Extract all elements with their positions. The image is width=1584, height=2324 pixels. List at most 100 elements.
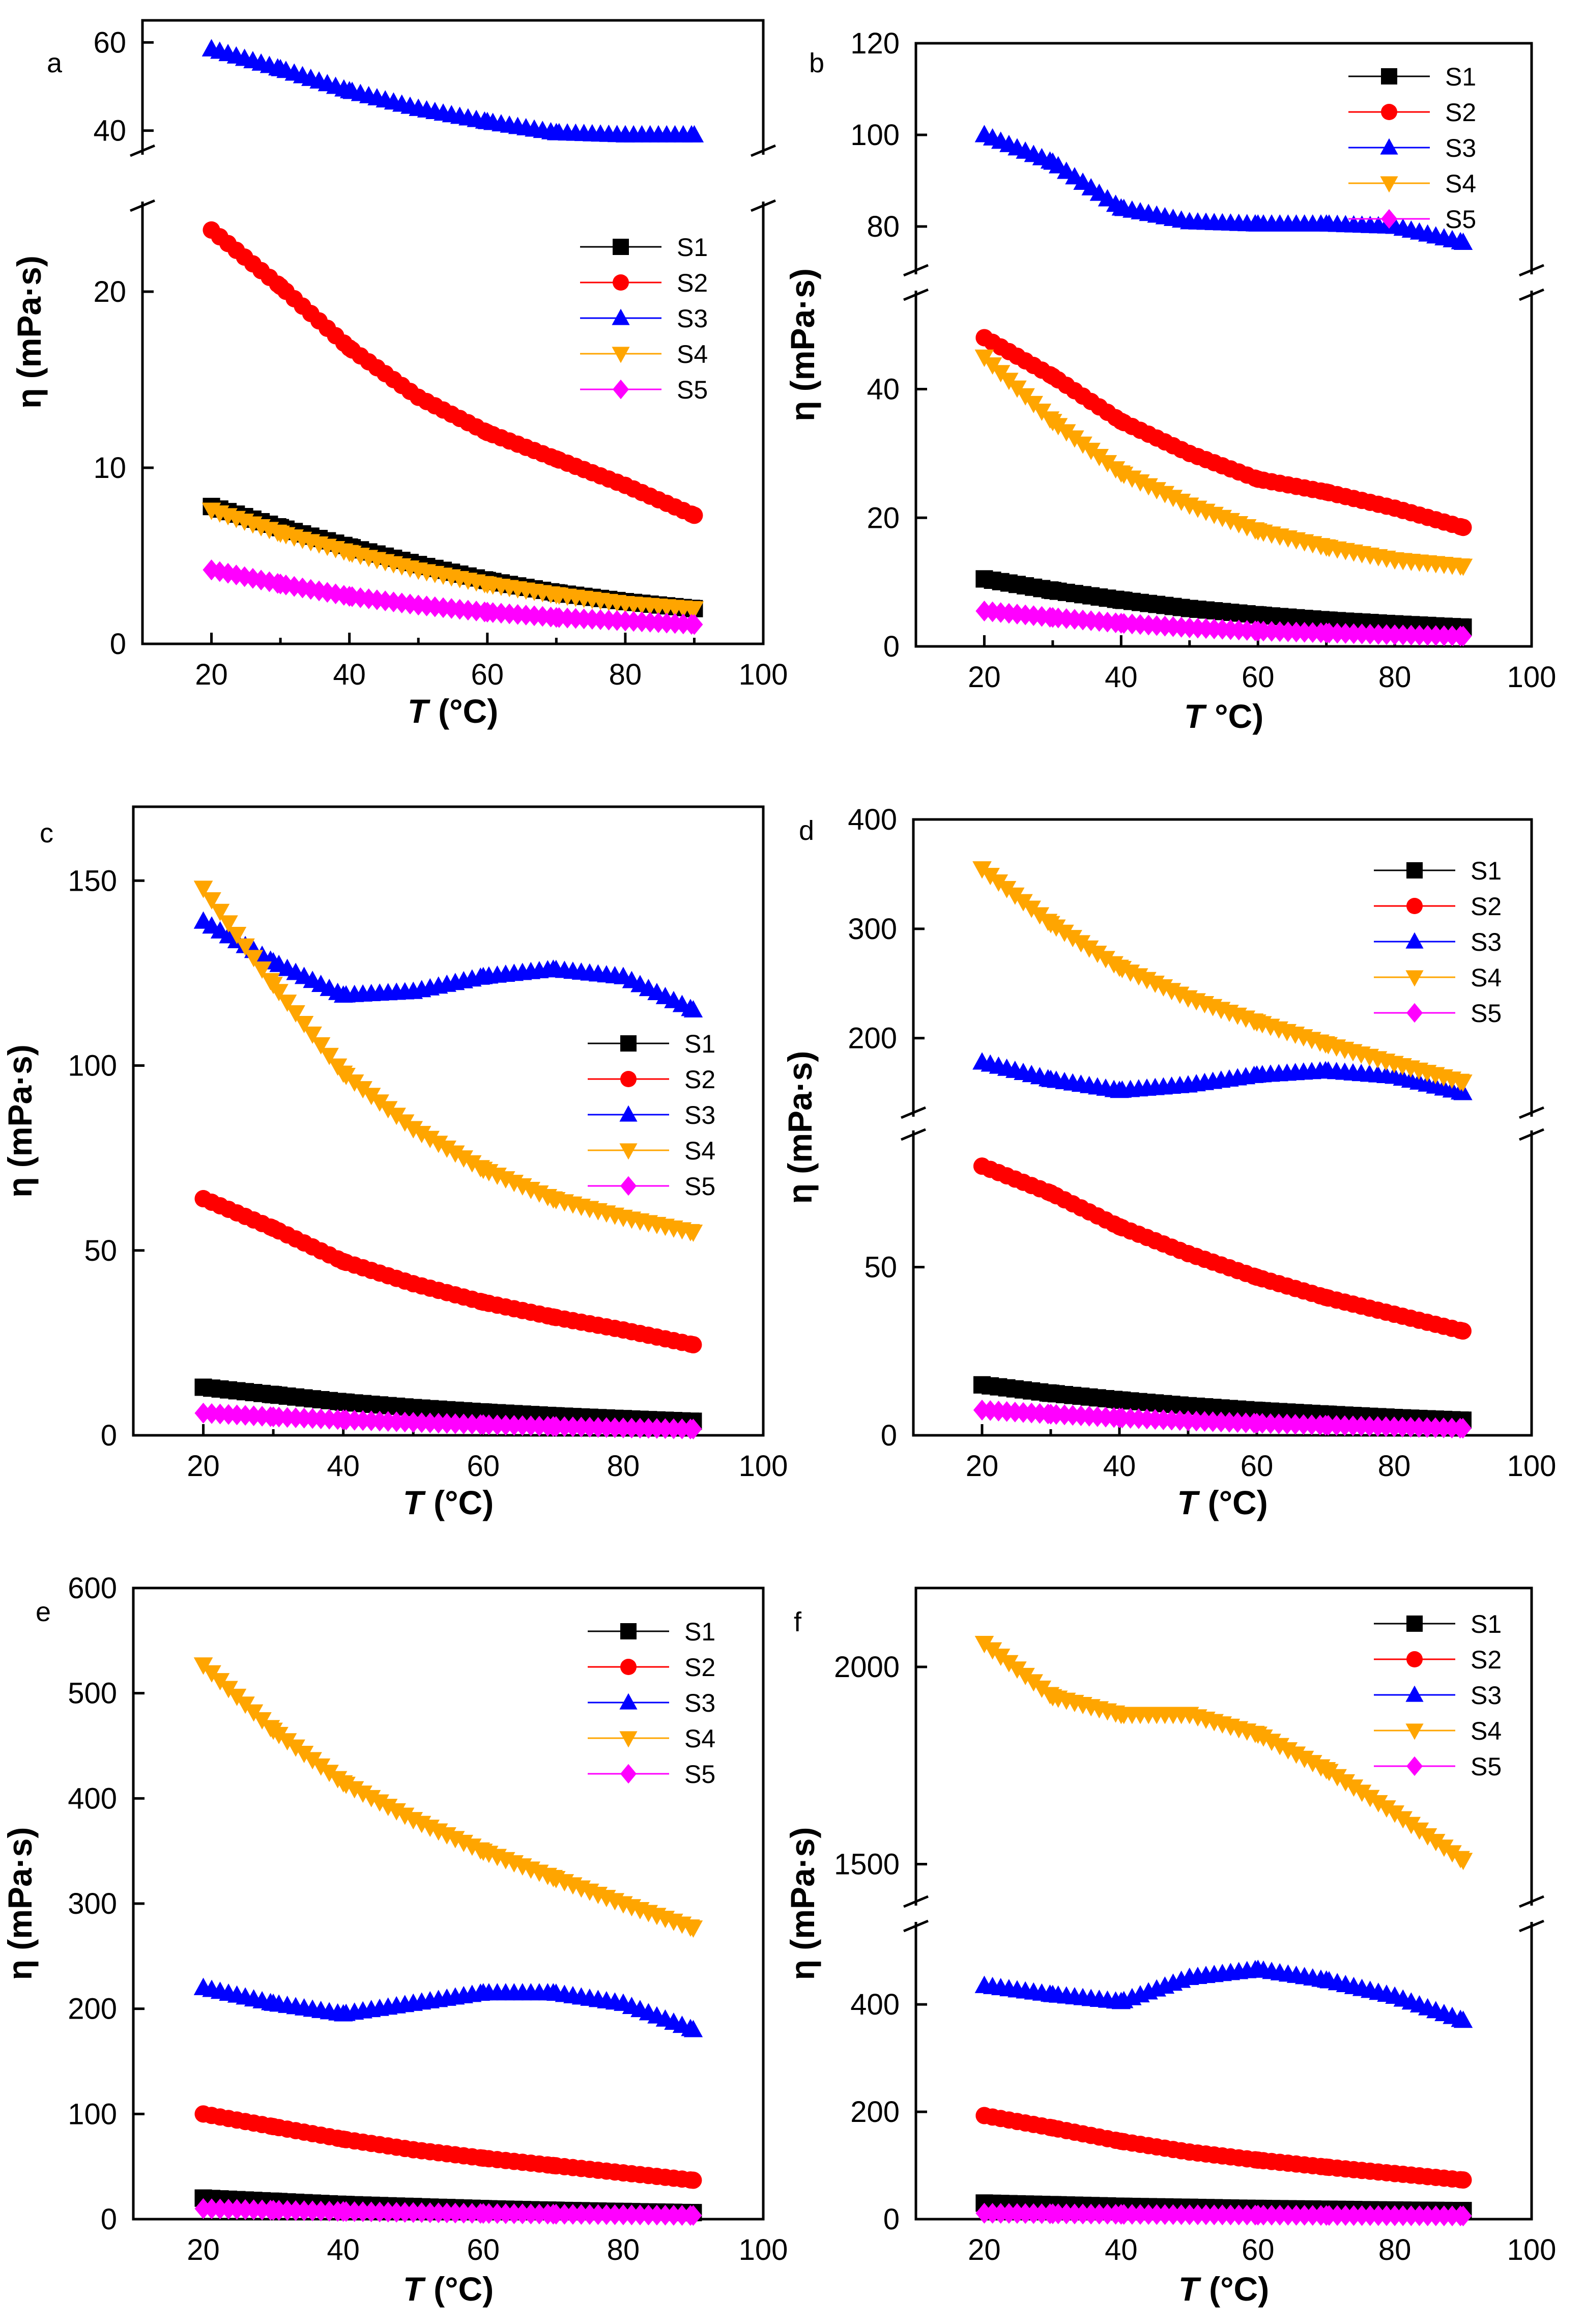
data-point bbox=[193, 911, 213, 929]
data-point bbox=[1044, 582, 1061, 600]
legend-item-S5: S5 bbox=[580, 376, 708, 404]
x-axis-symbol: T bbox=[1178, 2270, 1201, 2308]
series-marker bbox=[420, 1130, 440, 1148]
series-S4 bbox=[972, 861, 1473, 1092]
data-point bbox=[972, 861, 992, 879]
data-point bbox=[410, 594, 427, 616]
data-point bbox=[1317, 1414, 1334, 1436]
data-point bbox=[1248, 1726, 1268, 1744]
data-point bbox=[405, 1399, 422, 1416]
axis-break-mark bbox=[903, 1895, 929, 1908]
y-tick-label: 0 bbox=[101, 1419, 117, 1452]
data-point bbox=[404, 1993, 423, 2011]
data-point bbox=[1112, 613, 1130, 634]
legend: S1 S2 S3 S4 S5 bbox=[1374, 857, 1502, 1028]
data-point bbox=[1453, 1074, 1473, 1092]
y-tick-label: 400 bbox=[848, 803, 897, 836]
data-point bbox=[1179, 1397, 1197, 1414]
series-marker bbox=[294, 577, 311, 599]
legend-label: S5 bbox=[684, 1172, 715, 1201]
series-marker bbox=[310, 580, 328, 602]
series-S4 bbox=[974, 349, 1473, 576]
plot-frame bbox=[141, 19, 765, 645]
x-tick-label: 80 bbox=[607, 2233, 640, 2266]
data-point bbox=[1385, 1066, 1404, 1084]
series-marker bbox=[463, 1155, 482, 1173]
series-marker bbox=[437, 1140, 456, 1158]
series-S5 bbox=[973, 1400, 1472, 1439]
y-tick-label: 1500 bbox=[834, 1848, 900, 1881]
data-point bbox=[1386, 624, 1404, 645]
legend-label: S2 bbox=[684, 1065, 715, 1094]
series-marker bbox=[287, 1407, 305, 1428]
legend-item-S1: S1 bbox=[1374, 857, 1502, 885]
data-point bbox=[974, 125, 994, 143]
data-point bbox=[1111, 1391, 1128, 1409]
series-marker bbox=[401, 593, 419, 615]
y-tick-label: 300 bbox=[68, 1887, 117, 1920]
legend-item-S4: S4 bbox=[1374, 1717, 1502, 1745]
axis-break-mark bbox=[1519, 1128, 1544, 1141]
series-marker bbox=[451, 599, 469, 620]
series-marker bbox=[1025, 605, 1043, 626]
data-point bbox=[474, 1414, 492, 1435]
series-S1 bbox=[975, 570, 1472, 636]
x-tick-label: 100 bbox=[1507, 2233, 1557, 2266]
series-marker bbox=[360, 588, 378, 609]
x-axis-unit: (°C) bbox=[1208, 1484, 1268, 1521]
panel-letter: a bbox=[47, 48, 63, 78]
x-tick-label: 80 bbox=[1378, 661, 1412, 694]
data-point bbox=[974, 349, 994, 367]
y-tick-label: 500 bbox=[68, 1677, 117, 1710]
legend-item-S2: S2 bbox=[588, 1065, 715, 1094]
series-marker bbox=[202, 892, 221, 910]
data-point bbox=[1112, 2204, 1130, 2225]
data-point bbox=[1317, 622, 1335, 643]
axis-break-mark bbox=[1519, 1106, 1544, 1119]
data-point bbox=[975, 570, 993, 588]
data-point bbox=[1386, 2165, 1404, 2183]
legend-label: S3 bbox=[1471, 928, 1502, 956]
x-tick-label: 40 bbox=[327, 1450, 360, 1483]
data-point bbox=[1111, 1218, 1128, 1236]
series-marker bbox=[252, 961, 272, 979]
series-marker bbox=[236, 566, 253, 587]
series-marker bbox=[361, 1790, 381, 1807]
legend-label: S5 bbox=[677, 376, 708, 404]
data-point bbox=[685, 614, 703, 635]
x-tick-label: 40 bbox=[1103, 1450, 1136, 1483]
data-point bbox=[546, 123, 566, 140]
data-point bbox=[1385, 1056, 1404, 1073]
legend-marker bbox=[1405, 932, 1424, 949]
series-marker bbox=[1418, 1828, 1437, 1846]
data-point bbox=[1249, 470, 1267, 488]
legend-label: S5 bbox=[1471, 1752, 1502, 1781]
data-point bbox=[474, 967, 493, 984]
axis-break-mark bbox=[901, 1128, 926, 1141]
series-marker bbox=[294, 1015, 314, 1033]
data-point bbox=[333, 985, 353, 1003]
legend-item-S4: S4 bbox=[1348, 169, 1476, 198]
data-point bbox=[1386, 1306, 1403, 1323]
legend-marker bbox=[1405, 1723, 1424, 1740]
data-point bbox=[973, 1157, 991, 1175]
data-point bbox=[265, 2118, 282, 2136]
x-axis-title: T (°C) bbox=[403, 2270, 494, 2308]
series-marker bbox=[352, 587, 369, 608]
series-marker bbox=[1057, 424, 1076, 442]
data-point bbox=[1179, 1245, 1197, 1262]
data-point bbox=[1111, 198, 1131, 216]
legend-label: S5 bbox=[684, 1760, 715, 1789]
y-tick-label: 0 bbox=[881, 1419, 897, 1452]
y-tick-label: 150 bbox=[68, 864, 117, 897]
series-marker bbox=[1172, 616, 1190, 638]
x-axis-title: T (°C) bbox=[403, 1484, 494, 1521]
plot-frame bbox=[912, 818, 1533, 1437]
data-point bbox=[684, 1419, 702, 1440]
data-point bbox=[1179, 1410, 1197, 1431]
data-point bbox=[405, 1275, 422, 1293]
data-point bbox=[1316, 1036, 1335, 1054]
series-marker bbox=[395, 1807, 415, 1825]
data-point bbox=[973, 1376, 991, 1394]
